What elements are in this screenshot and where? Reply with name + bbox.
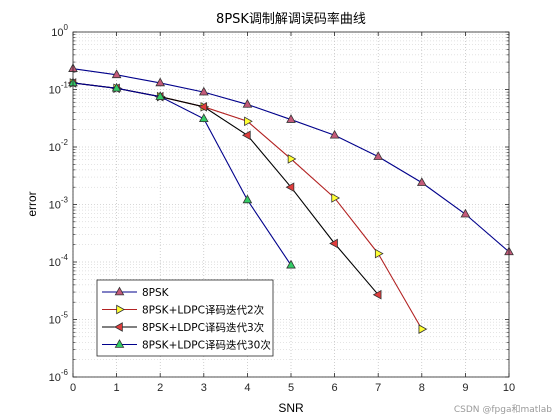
y-tick-label: 10-4 (49, 253, 69, 269)
data-point (416, 177, 427, 186)
legend-label: 8PSK+LDPC译码迭代3次 (142, 321, 265, 334)
x-tick-label: 2 (157, 382, 163, 394)
data-point (372, 289, 382, 300)
data-point (244, 116, 253, 127)
data-point (111, 69, 122, 79)
y-tick-exponent: -1 (61, 81, 69, 90)
data-point (111, 82, 122, 92)
y-tick-label: 10-6 (49, 368, 69, 384)
y-tick-exponent: -4 (61, 253, 69, 262)
y-tick-base: 10 (49, 315, 61, 327)
legend-label: 8PSK+LDPC译码迭代2次 (142, 304, 265, 317)
legend-item: 8PSK+LDPC译码迭代2次 (102, 304, 265, 317)
x-tick-label: 5 (288, 382, 294, 394)
x-tick-label: 6 (332, 382, 338, 394)
legend-item: 8PSK (102, 286, 170, 299)
data-point (286, 259, 296, 269)
x-axis-label: SNR (278, 401, 304, 415)
x-tick-label: 9 (462, 382, 468, 394)
y-axis-label: error (25, 191, 39, 216)
legend-label: 8PSK+LDPC译码迭代30次 (142, 339, 271, 352)
data-point (285, 182, 295, 193)
watermark: CSDN @fpga和matlab (453, 405, 552, 415)
data-point (329, 129, 340, 139)
y-tick-label: 10-1 (49, 81, 69, 97)
y-tick-label: 10-5 (49, 311, 69, 327)
series-group (67, 63, 514, 334)
y-tick-base: 10 (49, 142, 61, 154)
y-tick-exponent: -5 (61, 311, 69, 320)
data-point (198, 101, 208, 112)
data-point (242, 99, 253, 108)
legend-box (96, 279, 274, 357)
y-tick-exponent: -2 (61, 138, 69, 147)
legend-marker (116, 304, 125, 315)
y-tick-base: 10 (49, 85, 61, 97)
series-line (72, 82, 292, 266)
y-tick-base: 10 (49, 257, 61, 269)
data-point (287, 154, 297, 164)
data-point (155, 77, 166, 87)
y-tick-base: 10 (49, 200, 61, 212)
x-tick-label: 7 (375, 382, 381, 394)
data-point (155, 91, 166, 100)
series-4 (68, 77, 296, 269)
y-tick-label: 10-2 (49, 138, 69, 154)
y-tick-exponent: 0 (64, 23, 69, 32)
x-tick-label: 8 (419, 382, 425, 394)
x-tick-label: 0 (70, 382, 76, 394)
data-point (460, 208, 471, 218)
y-tick-exponent: -6 (61, 368, 69, 377)
data-point (286, 114, 296, 123)
legend-marker (114, 339, 125, 348)
legend-item: 8PSK+LDPC译码迭代3次 (102, 321, 265, 334)
y-tick-label: 10-3 (49, 196, 69, 212)
x-tick-label: 1 (114, 382, 120, 394)
data-point (374, 248, 384, 259)
data-point (373, 151, 384, 160)
legend-item: 8PSK+LDPC译码迭代30次 (102, 339, 271, 352)
data-point (331, 193, 341, 203)
x-tick-label: 10 (503, 382, 515, 394)
x-tick-label: 4 (244, 382, 250, 394)
legend-marker (114, 322, 123, 332)
legend: 8PSK 8PSK+LDPC译码迭代2次 8PSK+LDPC译码迭代3次 8PSK+L… (96, 279, 274, 357)
series-1 (68, 63, 514, 256)
data-point (241, 130, 251, 141)
data-point (198, 113, 209, 122)
chart-title: 8PSK调制解调误码率曲线 (216, 11, 366, 27)
data-point (329, 238, 338, 249)
data-point (198, 86, 209, 96)
legend-label: 8PSK (142, 287, 170, 299)
data-point (418, 324, 428, 334)
x-tick-label: 3 (201, 382, 207, 394)
y-tick-exponent: -3 (61, 196, 69, 205)
y-tick-label: 100 (51, 23, 68, 39)
data-point (242, 194, 253, 204)
y-tick-base: 10 (49, 372, 61, 384)
y-tick-base: 10 (51, 27, 63, 39)
legend-marker (114, 286, 125, 296)
